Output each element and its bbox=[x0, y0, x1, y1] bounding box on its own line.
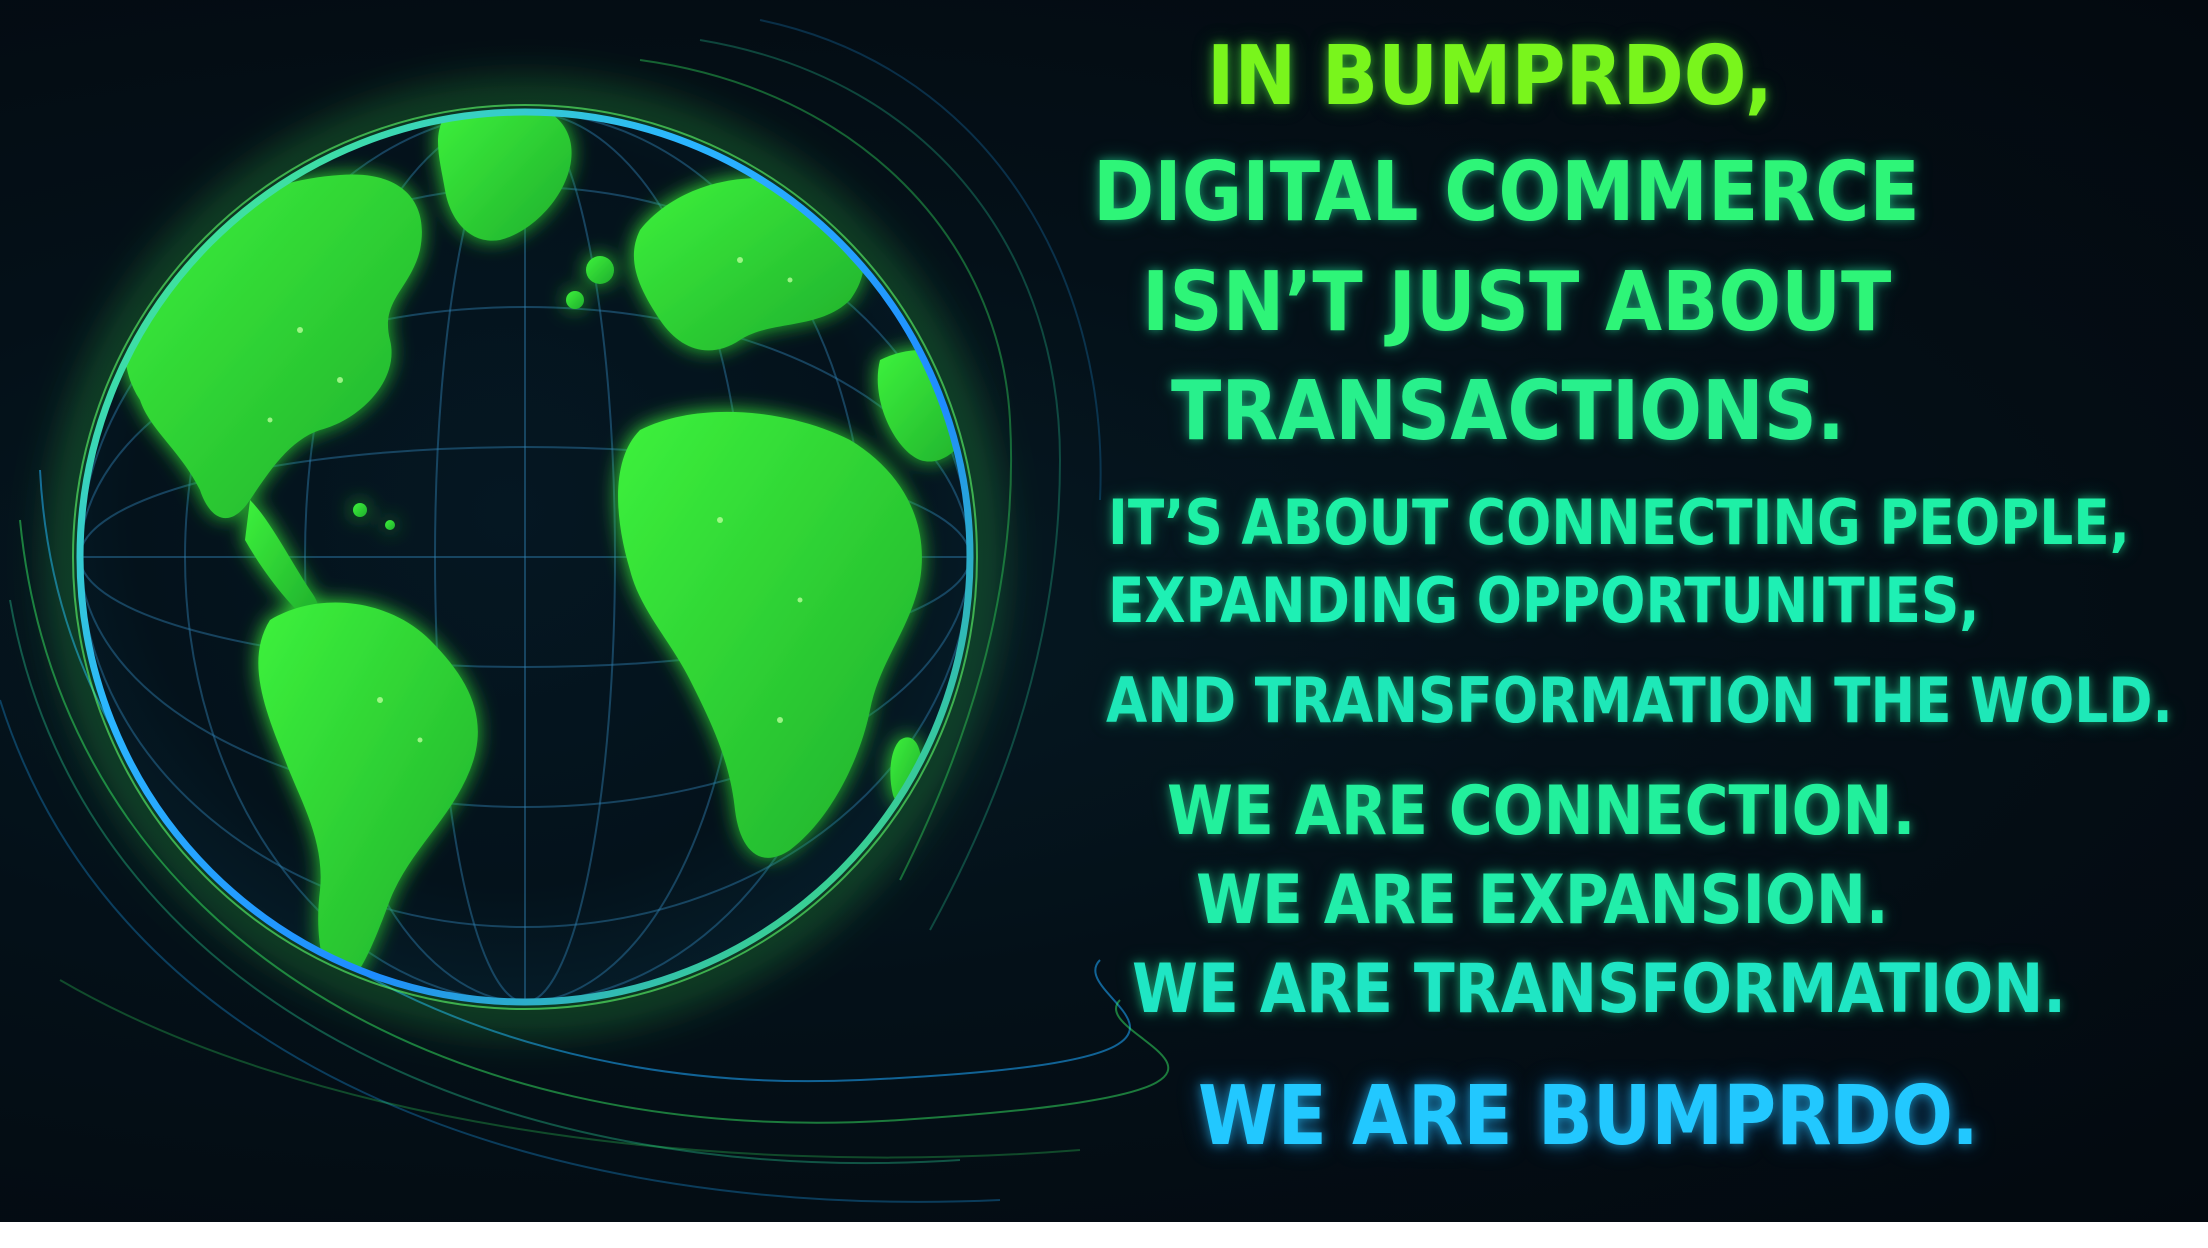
body-line-2: EXPANDING OPPORTUNITIES, bbox=[1108, 564, 1980, 637]
city-lights bbox=[267, 257, 803, 743]
statement-line-3: WE ARE TRANSFORMATION. bbox=[1132, 950, 2067, 1029]
closing-line: WE ARE BUMPRDO. bbox=[1198, 1069, 1979, 1164]
body-line-1: IT’S ABOUT CONNECTING PEOPLE, bbox=[1108, 486, 2130, 559]
continents bbox=[125, 112, 970, 990]
statement-line-2: WE ARE EXPANSION. bbox=[1196, 861, 1889, 940]
headline-line-1: IN BUMPRDO, bbox=[1207, 29, 1773, 124]
body-line-3: AND TRANSFORMATION THE WOLD. bbox=[1106, 664, 2173, 737]
headline-line-4: TRANSACTIONS. bbox=[1171, 364, 1845, 459]
globe-illustration bbox=[0, 19, 1170, 1203]
poster: IN BUMPRDO, DIGITAL COMMERCE ISN’T JUST … bbox=[0, 0, 2208, 1222]
message-text-block: IN BUMPRDO, DIGITAL COMMERCE ISN’T JUST … bbox=[1040, 0, 2208, 1222]
statement-line-1: WE ARE CONNECTION. bbox=[1167, 772, 1916, 851]
headline-line-2: DIGITAL COMMERCE bbox=[1093, 145, 1920, 240]
bottom-strip bbox=[0, 1222, 2208, 1248]
headline-line-3: ISN’T JUST ABOUT bbox=[1142, 255, 1892, 350]
flow-lines bbox=[0, 19, 1170, 1203]
